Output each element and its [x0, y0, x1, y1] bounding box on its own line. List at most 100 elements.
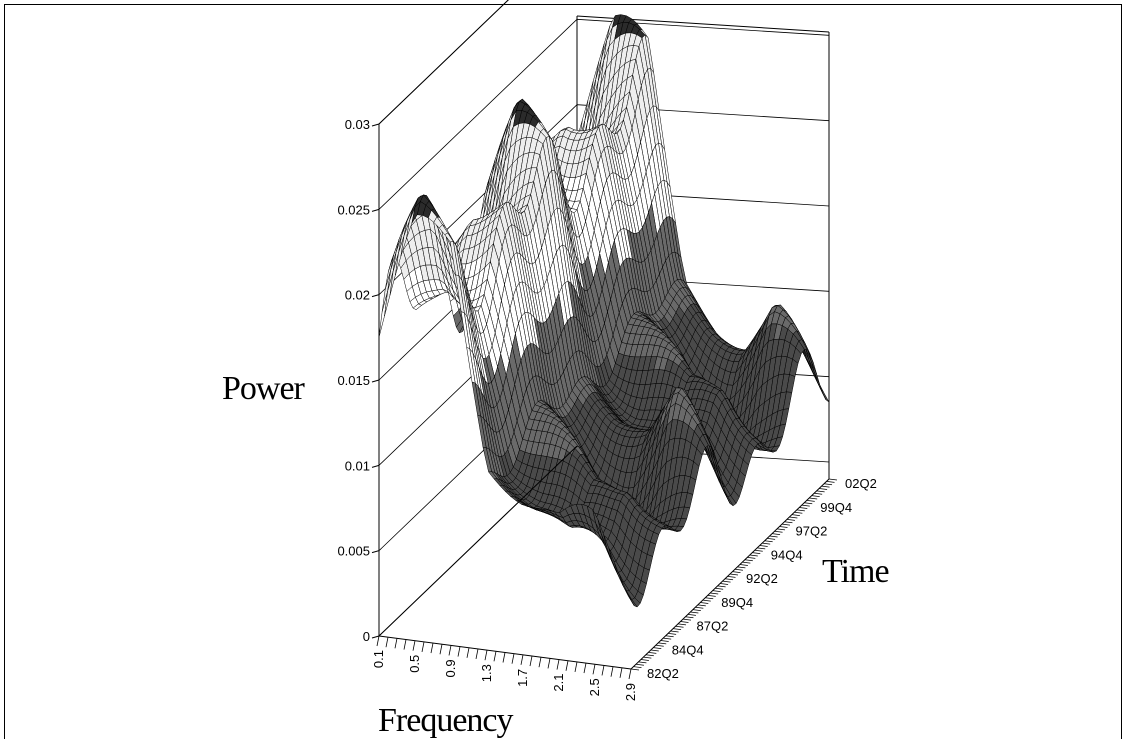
x-minor-tick — [610, 666, 614, 677]
y-minor-tick — [660, 640, 669, 642]
y-minor-tick — [737, 566, 746, 569]
y-minor-tick — [732, 571, 741, 573]
x-minor-tick — [511, 653, 515, 664]
x-minor-tick — [466, 647, 470, 658]
y-minor-tick — [747, 557, 756, 559]
y-minor-tick — [749, 554, 758, 557]
y-minor-tick — [784, 521, 793, 524]
y-minor-tick — [648, 652, 657, 654]
y-minor-tick — [685, 616, 694, 619]
y-minor-tick — [682, 618, 692, 621]
x-minor-tick — [520, 654, 524, 665]
z-tick-label: 0 — [363, 629, 370, 644]
y-minor-tick — [725, 578, 734, 581]
x-minor-tick — [376, 635, 380, 647]
y-minor-tick — [655, 644, 664, 647]
z-gridline — [378, 18, 830, 210]
y-minor-tick — [739, 564, 748, 566]
y-minor-tick — [806, 500, 815, 502]
y-minor-tick — [757, 547, 766, 550]
x-minor-tick — [421, 641, 425, 652]
y-minor-tick — [799, 507, 808, 509]
x-minor-tick — [628, 668, 632, 680]
y-minor-tick — [665, 635, 674, 638]
y-axis-title: Time — [822, 553, 889, 590]
y-minor-tick — [791, 514, 800, 516]
x-minor-tick — [529, 655, 533, 667]
y-minor-tick — [670, 630, 679, 633]
x-minor-tick — [565, 660, 569, 671]
y-minor-tick — [640, 659, 649, 661]
x-minor-tick — [430, 642, 434, 654]
y-minor-tick — [650, 649, 659, 652]
z-tick — [371, 464, 380, 468]
surface-patch — [378, 291, 388, 338]
y-minor-tick — [727, 576, 736, 578]
x-minor-tick — [574, 661, 578, 673]
surface-patch — [625, 588, 635, 606]
x-minor-tick — [448, 645, 452, 656]
y-minor-tick — [710, 592, 719, 595]
y-minor-tick — [715, 587, 724, 590]
y-minor-tick — [658, 642, 667, 645]
x-axis-title: Frequency — [378, 702, 514, 739]
y-tick-label: 94Q4 — [771, 547, 803, 562]
y-minor-tick — [776, 528, 786, 531]
y-minor-tick — [759, 545, 768, 547]
y-minor-tick — [692, 609, 701, 611]
y-tick-label: 97Q2 — [796, 524, 828, 539]
z-tick — [371, 208, 380, 212]
y-tick-label: 92Q2 — [746, 571, 778, 586]
y-minor-tick — [794, 511, 803, 514]
y-minor-tick — [680, 621, 689, 623]
x-tick-label: 2.5 — [587, 678, 602, 696]
y-minor-tick — [630, 668, 640, 671]
floor-back-edge — [378, 445, 578, 637]
y-minor-tick — [811, 495, 820, 497]
y-minor-tick — [826, 481, 835, 483]
x-tick-label: 0.5 — [407, 655, 422, 673]
y-minor-tick — [789, 516, 798, 519]
y-minor-tick — [781, 523, 791, 526]
z-tick — [371, 123, 380, 127]
y-minor-tick — [635, 663, 644, 666]
x-minor-tick — [394, 638, 398, 649]
x-tick-label: 0.1 — [371, 650, 386, 668]
z-tick-label: 0.025 — [337, 202, 370, 217]
y-minor-tick — [734, 568, 743, 571]
x-minor-tick — [538, 657, 542, 668]
y-minor-tick — [677, 623, 687, 626]
y-minor-tick — [742, 561, 751, 564]
x-minor-tick — [583, 663, 587, 674]
x-minor-tick — [484, 650, 488, 661]
x-minor-tick — [556, 659, 560, 670]
y-minor-tick — [712, 590, 721, 592]
z-tick — [371, 550, 380, 554]
y-minor-tick — [638, 661, 647, 664]
y-minor-tick — [722, 580, 731, 583]
y-minor-tick — [821, 485, 830, 488]
y-minor-tick — [643, 656, 652, 659]
z-tick-label: 0.03 — [345, 117, 370, 132]
x-tick-label: 2.1 — [551, 674, 566, 692]
y-minor-tick — [814, 492, 823, 495]
x-tick-label: 0.9 — [443, 659, 458, 677]
y-minor-tick — [786, 519, 795, 521]
y-minor-tick — [700, 602, 709, 604]
y-minor-tick — [697, 604, 706, 607]
x-minor-tick — [439, 644, 443, 655]
y-minor-tick — [828, 478, 838, 481]
y-minor-tick — [804, 502, 813, 505]
z-tick-label: 0.02 — [345, 288, 370, 303]
x-minor-tick — [412, 640, 416, 651]
y-tick-label: 89Q4 — [721, 595, 753, 610]
y-minor-tick — [774, 530, 783, 533]
y-tick-label: 84Q4 — [672, 642, 704, 657]
y-minor-tick — [764, 540, 773, 543]
x-tick-label: 2.9 — [623, 683, 638, 701]
z-tick-label: 0.005 — [337, 544, 370, 559]
z-tick — [371, 635, 380, 639]
x-minor-tick — [403, 639, 407, 650]
